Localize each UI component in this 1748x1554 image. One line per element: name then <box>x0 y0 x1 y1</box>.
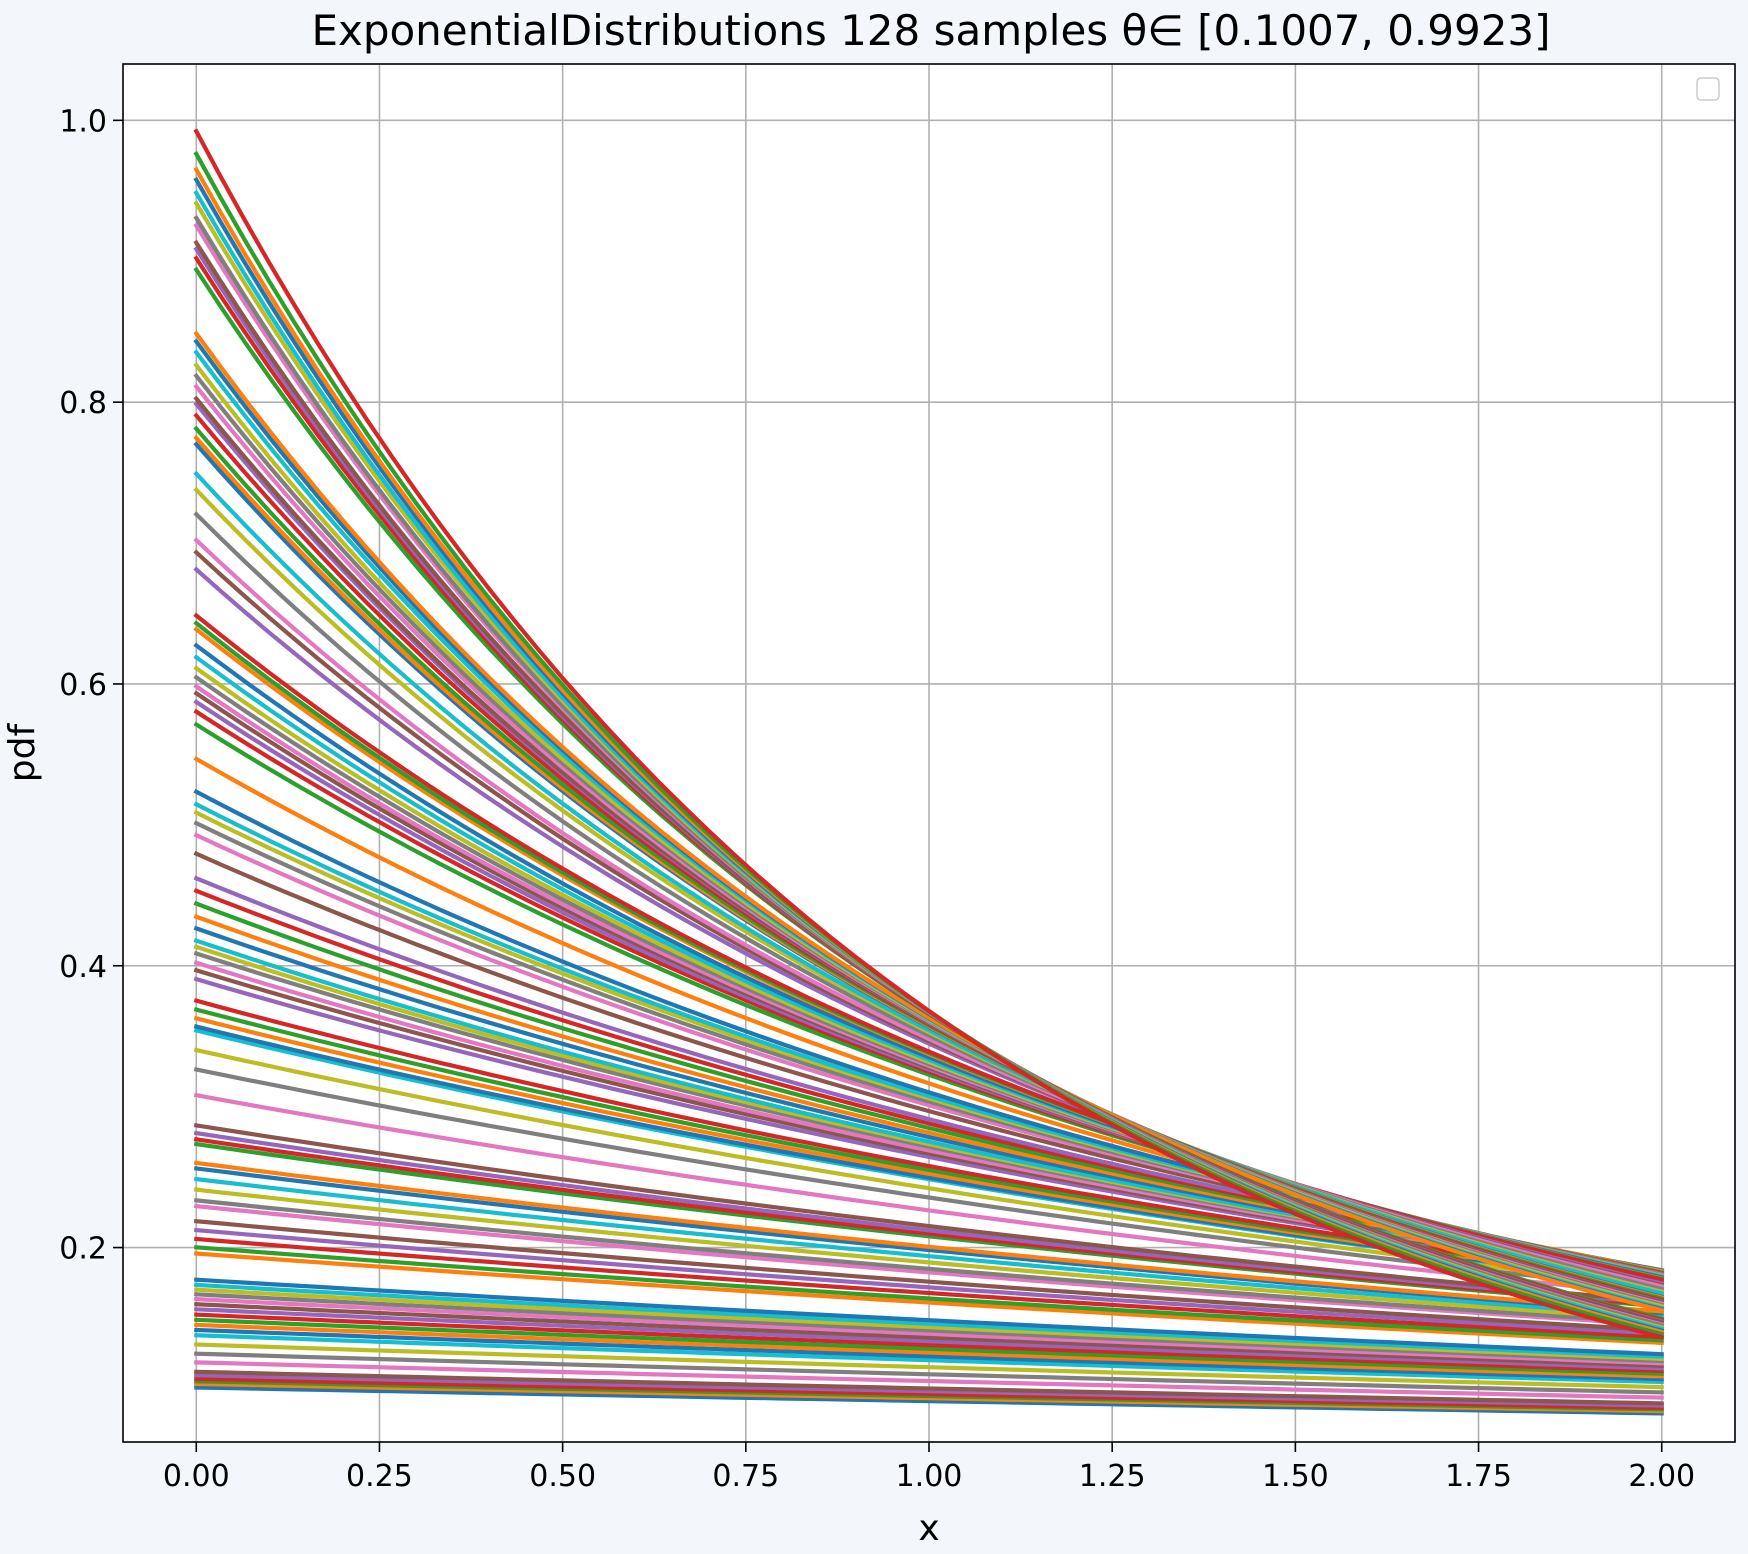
series-line <box>194 1385 1664 1416</box>
series-line <box>194 1301 1664 1368</box>
series-line <box>194 1322 1664 1379</box>
y-axis-label: pdf <box>2 722 43 782</box>
series-line <box>194 1360 1664 1400</box>
series-line <box>194 1351 1664 1395</box>
series-line <box>194 1227 1664 1336</box>
x-tick-label: 2.00 <box>1628 1459 1695 1494</box>
series-line <box>194 1251 1664 1346</box>
series-line <box>193 1160 1664 1314</box>
series-line <box>193 1198 1664 1326</box>
series-line <box>194 1312 1664 1374</box>
x-tick-label: 0.25 <box>346 1459 413 1494</box>
x-tick-label: 0.50 <box>529 1459 596 1494</box>
x-tick-label: 1.50 <box>1262 1459 1329 1494</box>
series-line <box>193 1092 1664 1298</box>
y-tick-label: 0.6 <box>59 668 107 703</box>
series-line <box>193 128 1665 1340</box>
x-tick-label: 1.00 <box>896 1459 963 1494</box>
series-line <box>194 1245 1664 1343</box>
legend-box <box>1696 77 1720 101</box>
series-line <box>194 1307 1664 1371</box>
series-line <box>194 1282 1664 1359</box>
pdf-curves <box>193 128 1665 1416</box>
series-line <box>194 1277 1664 1357</box>
axis-ticks: 0.00 0.25 0.50 0.75 1.00 1.25 1.50 1.75 2.00 0.2 0… <box>59 104 1695 1494</box>
x-axis-label: x <box>918 1508 939 1549</box>
series-line <box>194 1376 1664 1410</box>
series-line <box>194 1292 1664 1364</box>
series-line <box>194 1287 1664 1361</box>
y-tick-label: 0.2 <box>59 1232 107 1267</box>
x-tick-label: 1.25 <box>1079 1459 1146 1494</box>
x-tick-label: 0.00 <box>163 1459 230 1494</box>
y-tick-label: 0.8 <box>59 386 107 421</box>
series-line <box>194 1342 1664 1390</box>
series-line <box>194 1327 1664 1382</box>
series-line <box>193 1203 1664 1328</box>
series-line <box>194 1373 1664 1408</box>
series-line <box>194 1369 1664 1406</box>
y-tick-label: 1.0 <box>59 104 107 139</box>
chart-title: ExponentialDistributions 128 samples θ∈ … <box>311 6 1550 55</box>
y-tick-label: 0.4 <box>59 950 107 985</box>
series-line <box>193 1130 1664 1306</box>
x-tick-label: 0.75 <box>712 1459 779 1494</box>
series-line <box>194 1218 1664 1333</box>
series-line <box>194 1296 1664 1366</box>
series-line <box>193 1176 1664 1319</box>
series-line <box>193 330 1665 1313</box>
series-line <box>194 1333 1664 1385</box>
series-line <box>193 1123 1664 1304</box>
x-tick-label: 1.75 <box>1445 1459 1512 1494</box>
series-line <box>194 1236 1664 1340</box>
series-line <box>194 1317 1664 1376</box>
series-line <box>193 1187 1664 1322</box>
